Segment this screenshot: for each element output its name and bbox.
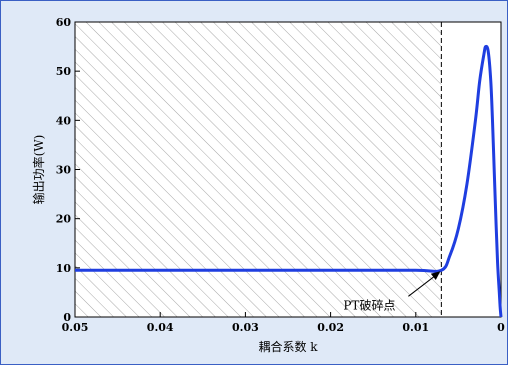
y-axis-ticks: 0 10 20 30 40 50 60 xyxy=(56,16,80,324)
y-axis-label: 输出功率(W) xyxy=(31,135,46,205)
power-curve-line xyxy=(75,44,503,318)
hatched-region xyxy=(75,22,442,317)
x-tick-label: 0 xyxy=(497,321,505,334)
breakpoint-label: PT破碎点 xyxy=(343,297,395,312)
breakpoint-arrow xyxy=(408,272,439,297)
breakpoint-arrow-head xyxy=(430,271,441,281)
x-tick-label: 0.04 xyxy=(147,321,174,334)
y-tick-label: 10 xyxy=(56,262,72,275)
y-tick-label: 0 xyxy=(63,311,71,324)
x-tick-label: 0.01 xyxy=(402,321,429,334)
y-tick-label: 20 xyxy=(56,213,72,226)
x-tick-label: 0.05 xyxy=(62,321,89,334)
x-tick-label: 0.03 xyxy=(232,321,259,334)
y-tick-label: 30 xyxy=(56,164,72,177)
y-tick-label: 40 xyxy=(56,114,72,127)
y-tick-label: 60 xyxy=(56,16,72,29)
y-tick-label: 50 xyxy=(56,65,72,78)
x-tick-label: 0.02 xyxy=(317,321,344,334)
x-axis-ticks: 0.05 0.04 0.03 0.02 0.01 0 xyxy=(62,312,505,334)
x-axis-label: 耦合系数 k xyxy=(258,339,318,354)
